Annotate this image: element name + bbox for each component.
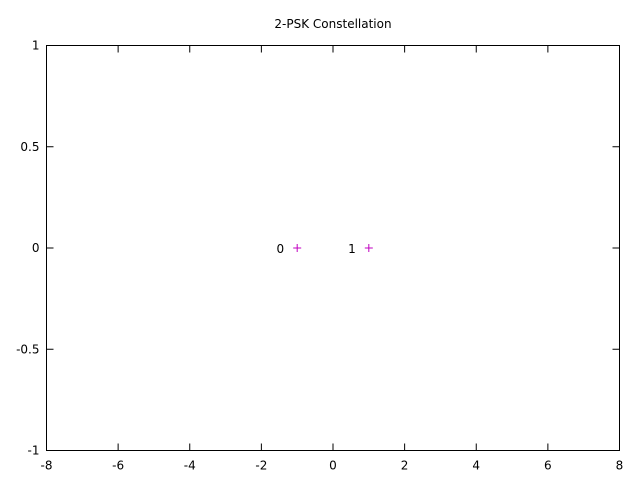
x-tick-label: -2: [255, 459, 267, 473]
x-tick-label: -4: [184, 459, 196, 473]
chart-title: 2-PSK Constellation: [274, 17, 391, 31]
x-tick-label: -8: [41, 459, 53, 473]
point-label: 1: [348, 242, 356, 256]
x-tick-label: 0: [329, 459, 337, 473]
y-tick-label: 1: [32, 39, 40, 53]
x-tick-label: -6: [112, 459, 124, 473]
x-tick-label: 8: [616, 459, 624, 473]
constellation-point: [364, 244, 373, 252]
y-tick-label: -1: [28, 444, 40, 458]
y-axis-ticks: -1 -0.5 0 0.5 1: [16, 39, 620, 458]
constellation-point: [293, 244, 302, 252]
x-tick-label: 6: [544, 459, 552, 473]
point-label: 0: [277, 242, 285, 256]
x-tick-label: 4: [472, 459, 480, 473]
y-tick-label: 0: [32, 241, 40, 255]
x-tick-label: 2: [401, 459, 409, 473]
plot-frame: [46, 45, 620, 451]
y-tick-label: 0.5: [20, 140, 39, 154]
y-tick-label: -0.5: [16, 342, 39, 356]
x-axis-ticks: -8 -6 -4 -2 0 2 4 6 8: [41, 45, 624, 473]
